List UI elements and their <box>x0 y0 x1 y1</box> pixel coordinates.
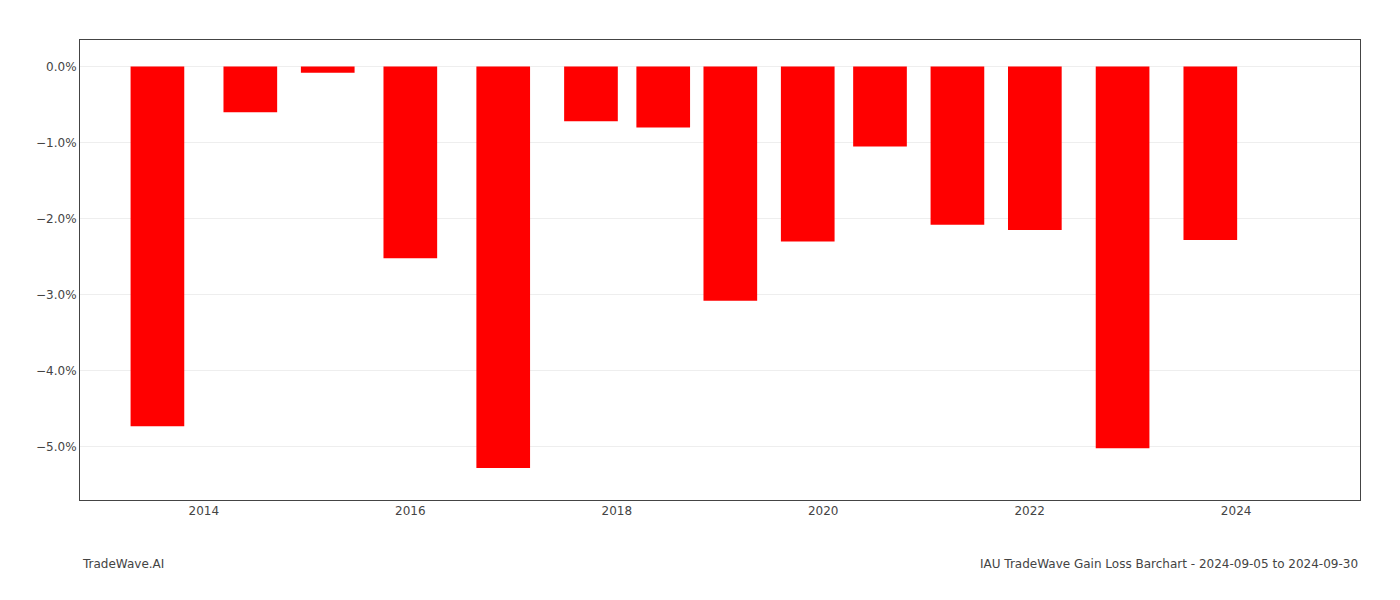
svg-text:−4.0%: −4.0% <box>36 364 77 378</box>
svg-text:IAU TradeWave Gain Loss Barcha: IAU TradeWave Gain Loss Barchart - 2024-… <box>980 557 1358 571</box>
svg-text:2016: 2016 <box>395 504 426 518</box>
svg-text:0.0%: 0.0% <box>46 60 77 74</box>
svg-text:TradeWave.AI: TradeWave.AI <box>82 557 164 571</box>
svg-text:−3.0%: −3.0% <box>36 288 77 302</box>
svg-text:−1.0%: −1.0% <box>36 136 77 150</box>
svg-text:2018: 2018 <box>601 504 632 518</box>
svg-text:−2.0%: −2.0% <box>36 212 77 226</box>
svg-text:−5.0%: −5.0% <box>36 440 77 454</box>
svg-text:2020: 2020 <box>808 504 839 518</box>
svg-text:2024: 2024 <box>1221 504 1252 518</box>
svg-text:2014: 2014 <box>189 504 220 518</box>
svg-text:2022: 2022 <box>1014 504 1045 518</box>
